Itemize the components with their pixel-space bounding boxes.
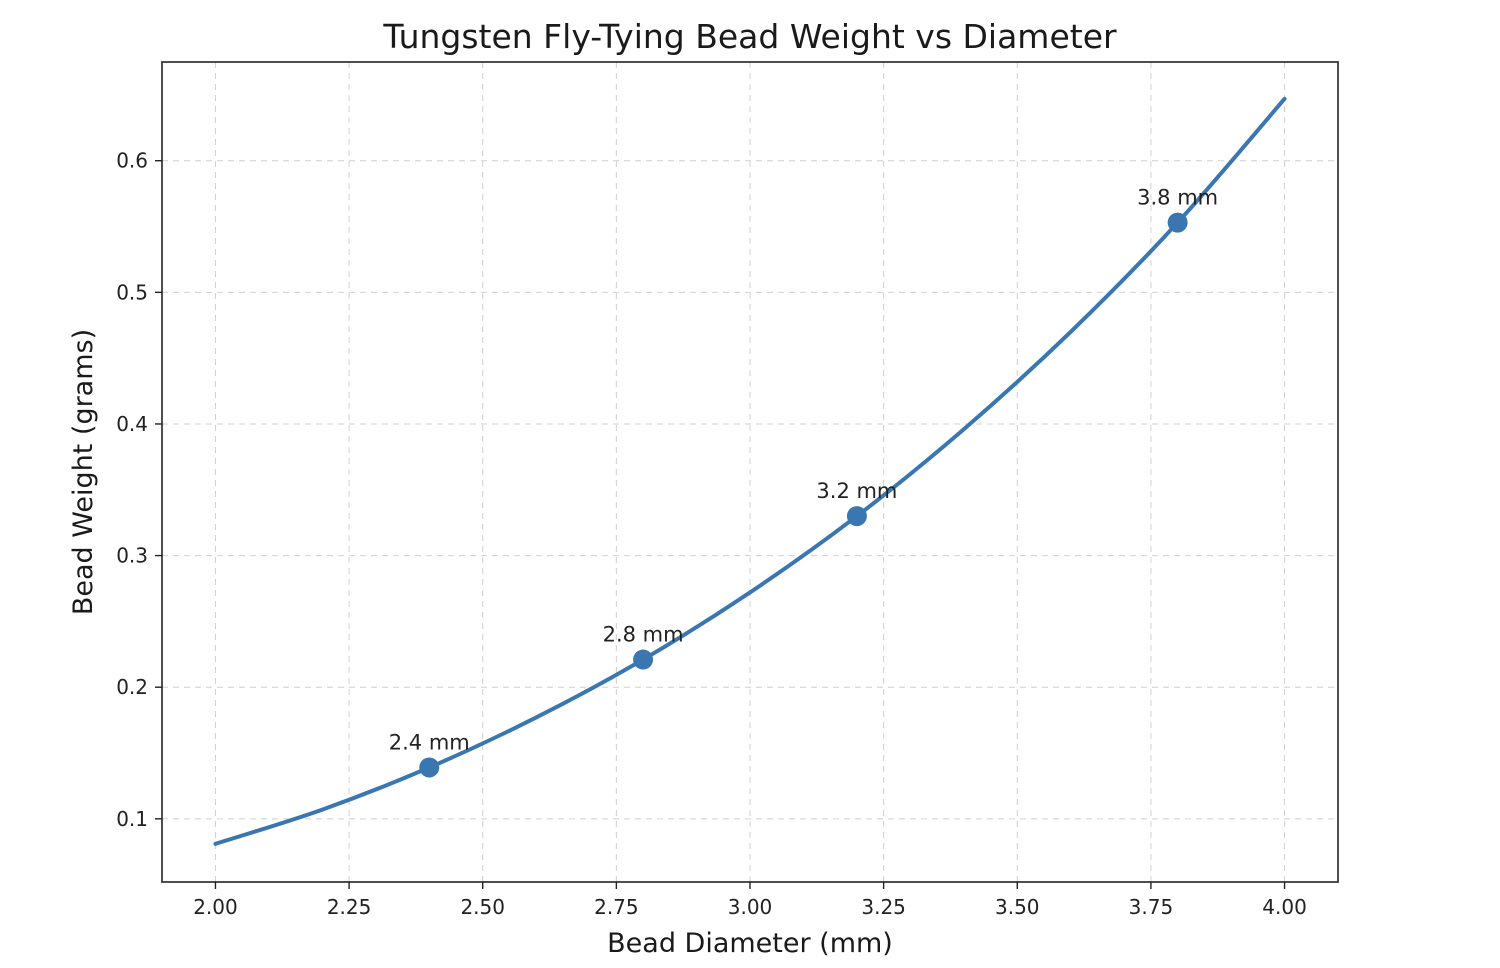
y-tick-label: 0.1 [116,807,148,831]
x-tick-label: 4.00 [1262,895,1307,919]
data-point-label: 3.8 mm [1137,186,1218,210]
weight-curve-line [213,96,1287,846]
x-tick-label: 2.00 [193,895,238,919]
data-point-label: 3.2 mm [816,479,897,503]
grid-lines [162,62,1338,882]
y-tick-label: 0.4 [116,412,148,436]
y-tick-label: 0.6 [116,149,148,173]
data-point-marker [633,649,654,670]
x-tick-label: 3.25 [861,895,906,919]
x-tick-label: 3.50 [995,895,1040,919]
x-tick-label: 2.75 [594,895,639,919]
y-axis-label: Bead Weight (grams) [68,329,99,615]
y-tick-label: 0.3 [116,544,148,568]
x-tick-label: 2.25 [327,895,372,919]
series-layer: 2.4 mm 2.8 mm 3.2 mm 3.8 mm [213,96,1287,846]
data-point-label: 2.8 mm [603,623,684,647]
x-tick-label: 2.50 [460,895,505,919]
x-tick-label: 3.75 [1129,895,1174,919]
chart-title: Tungsten Fly-Tying Bead Weight vs Diamet… [382,17,1117,56]
data-point-marker [419,757,440,778]
y-tick-label: 0.2 [116,675,148,699]
data-point-marker [846,506,867,527]
y-tick-label: 0.5 [116,280,148,304]
data-point-label: 2.4 mm [389,730,470,754]
x-axis-label: Bead Diameter (mm) [607,928,893,959]
data-point-marker [1167,212,1188,233]
axis-ticks: 2.00 2.25 2.50 2.75 3.00 3.25 3.50 3.75 4.00 0.1 0… [116,149,1307,919]
x-tick-label: 3.00 [728,895,773,919]
